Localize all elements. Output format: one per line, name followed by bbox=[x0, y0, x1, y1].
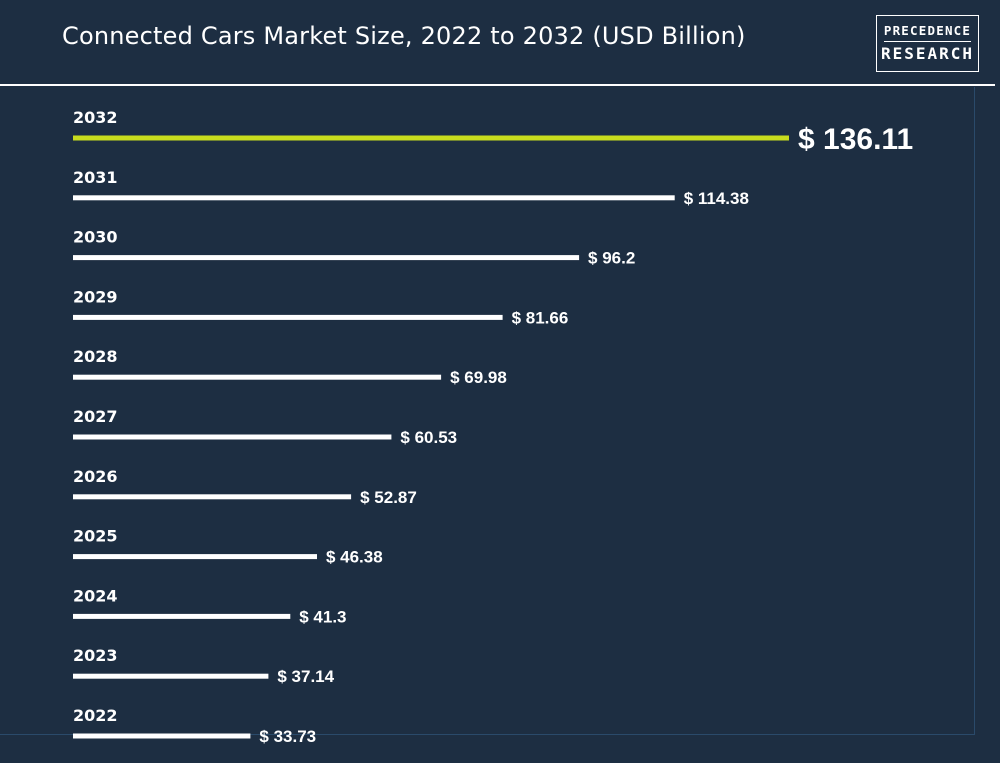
year-label-2023: 2023 bbox=[73, 646, 118, 665]
value-label-2024: $ 41.3 bbox=[299, 607, 346, 626]
bar-2027 bbox=[73, 434, 392, 440]
year-label-2027: 2027 bbox=[73, 407, 118, 426]
year-label-2022: 2022 bbox=[73, 706, 118, 725]
year-label-2032: 2032 bbox=[73, 108, 118, 127]
year-label-2026: 2026 bbox=[73, 467, 118, 486]
logo-line-1: PRECEDENCE bbox=[883, 25, 972, 42]
bar-2023 bbox=[73, 673, 269, 679]
bar-2028 bbox=[73, 374, 442, 380]
value-label-2027: $ 60.53 bbox=[400, 428, 457, 447]
value-label-2031: $ 114.38 bbox=[684, 189, 749, 208]
chart-title: Connected Cars Market Size, 2022 to 2032… bbox=[62, 22, 746, 50]
year-label-2025: 2025 bbox=[73, 527, 118, 546]
header-divider bbox=[0, 84, 995, 86]
year-label-2028: 2028 bbox=[73, 347, 118, 366]
bar-2032 bbox=[73, 135, 789, 141]
year-label-2030: 2030 bbox=[73, 228, 118, 247]
value-label-2032: $ 136.11 bbox=[798, 123, 913, 156]
bar-2026 bbox=[73, 494, 352, 500]
year-label-2029: 2029 bbox=[73, 287, 118, 306]
year-label-2024: 2024 bbox=[73, 586, 118, 605]
bar-2024 bbox=[73, 613, 291, 619]
precedence-research-logo: PRECEDENCE RESEARCH bbox=[876, 15, 979, 72]
frame-border-bottom bbox=[0, 734, 975, 735]
bar-2030 bbox=[73, 255, 580, 261]
value-label-2030: $ 96.2 bbox=[588, 249, 635, 268]
bar-2025 bbox=[73, 554, 317, 560]
value-label-2025: $ 46.38 bbox=[326, 548, 383, 567]
logo-line-2: RESEARCH bbox=[880, 43, 975, 63]
bar-2029 bbox=[73, 314, 503, 320]
value-label-2023: $ 37.14 bbox=[277, 667, 334, 686]
value-label-2028: $ 69.98 bbox=[450, 368, 507, 387]
value-label-2022: $ 33.73 bbox=[259, 727, 316, 746]
bar-2031 bbox=[73, 195, 675, 201]
frame-border-right bbox=[974, 87, 975, 735]
bar-2022 bbox=[73, 733, 251, 739]
value-label-2029: $ 81.66 bbox=[512, 308, 569, 327]
year-label-2031: 2031 bbox=[73, 168, 118, 187]
value-label-2026: $ 52.87 bbox=[360, 488, 417, 507]
